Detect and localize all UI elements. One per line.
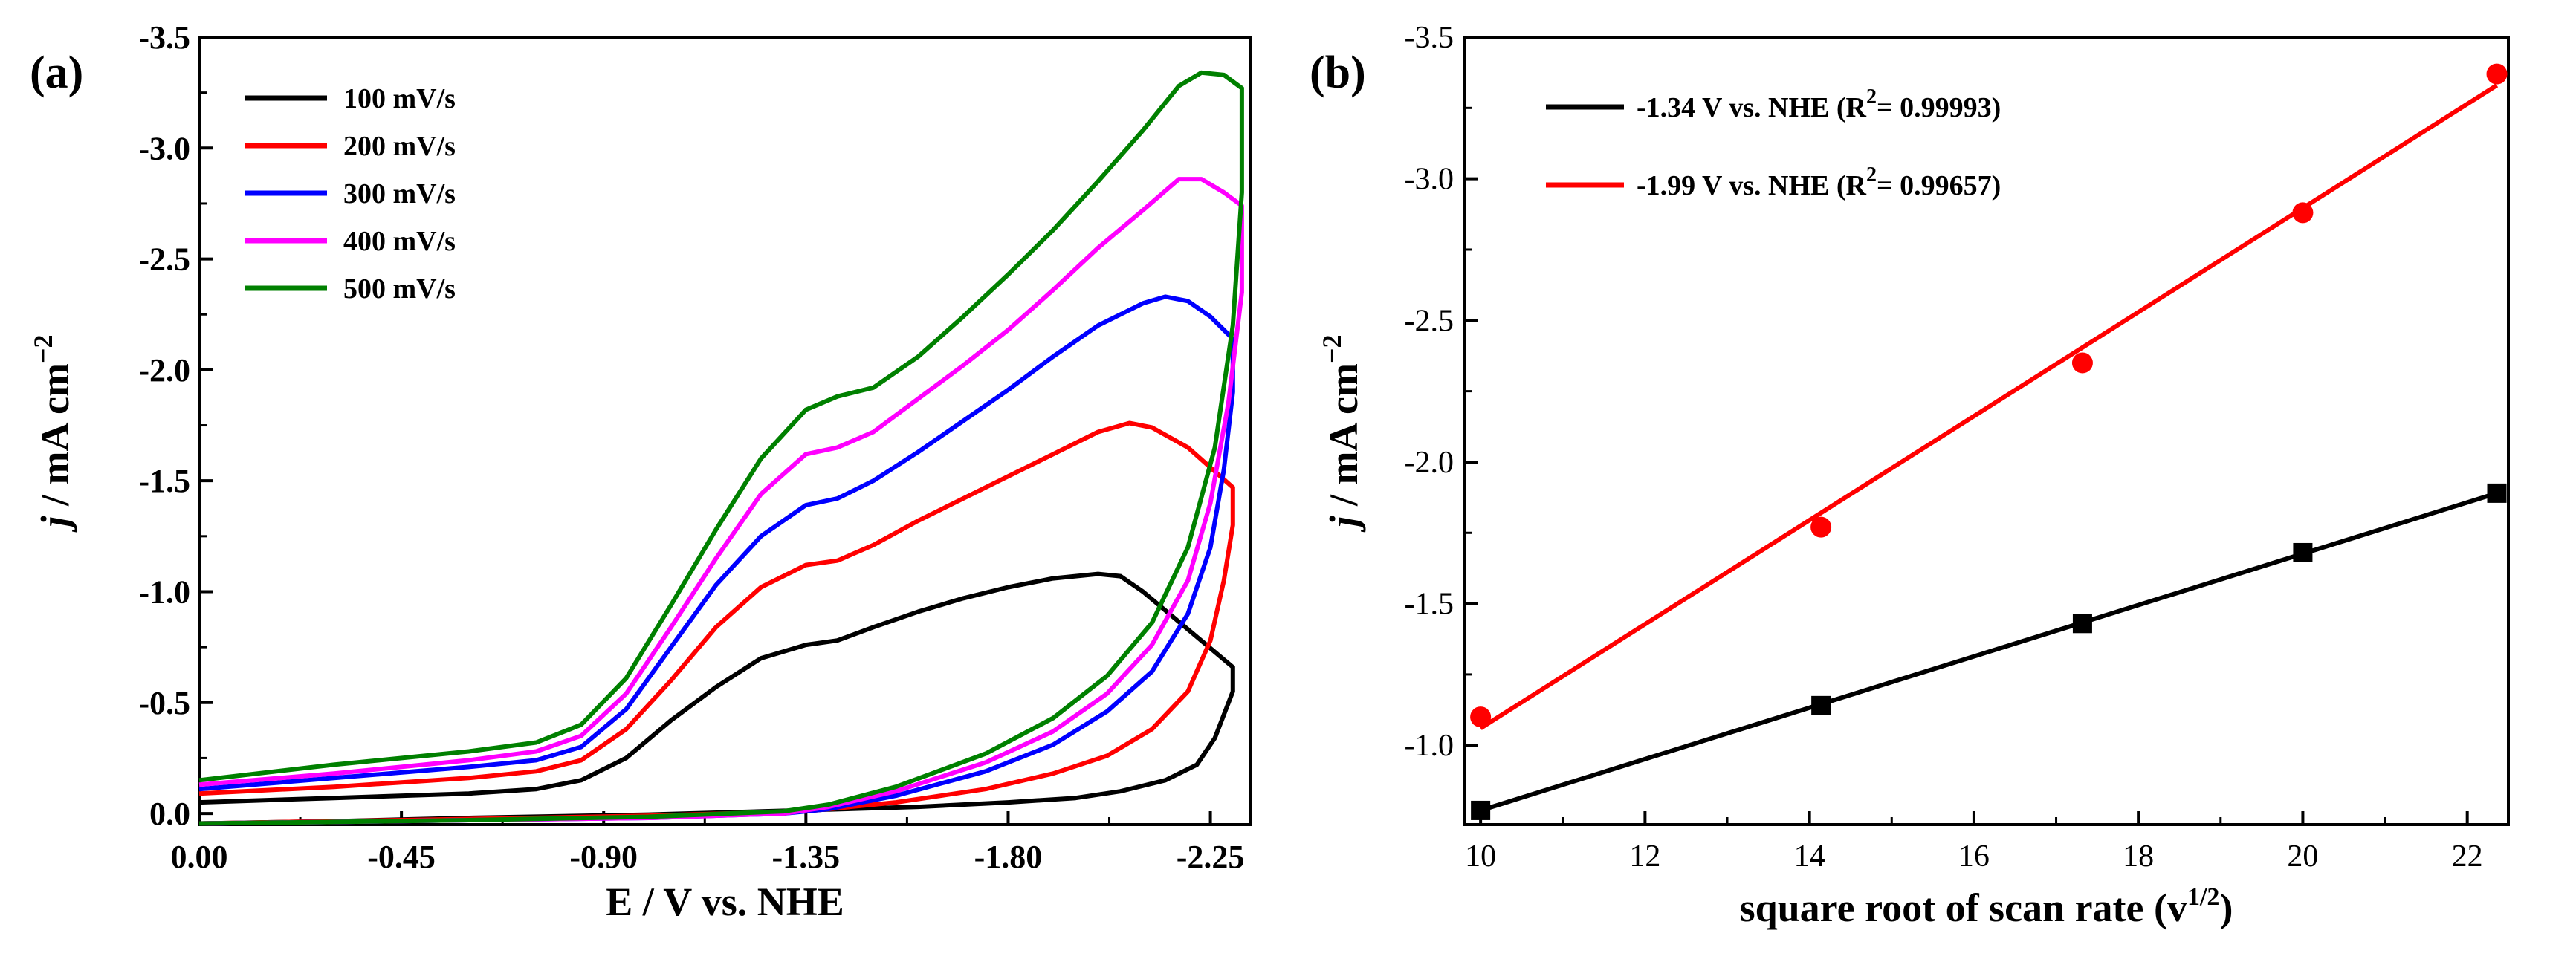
data-point-square-b xyxy=(1811,695,1831,715)
data-point-circle-b xyxy=(2486,63,2508,85)
x-tick-label-a: -1.35 xyxy=(772,839,841,875)
y-tick-label-a: 0.0 xyxy=(149,796,190,832)
legend-label-b-text: -1.34 V vs. NHE (R xyxy=(1637,92,1867,123)
y-tick-label-b: -2.0 xyxy=(1405,446,1454,480)
data-point-square-b xyxy=(2293,542,2313,562)
plot-frame-b xyxy=(1463,36,2510,826)
cv-curve-200mVs xyxy=(198,420,1235,826)
data-point-circle-b xyxy=(1470,706,1492,728)
y-tick-label-a: -3.5 xyxy=(138,19,190,56)
cv-curve-300mVs xyxy=(198,294,1235,826)
y-tick-label-a: -2.0 xyxy=(138,352,190,389)
data-point-square-b xyxy=(2487,483,2507,503)
x-tick-label-a: -0.45 xyxy=(367,839,436,875)
x-axis-title-b-sup: 1/2 xyxy=(2187,883,2219,911)
legend-label-a: 400 mV/s xyxy=(343,226,456,257)
fit-line-b-0 xyxy=(1480,491,2498,813)
y-axis-title-b-symbol: j xyxy=(1321,515,1366,533)
x-tick-label-b: 14 xyxy=(1794,839,1825,874)
legend-label-a: 500 mV/s xyxy=(343,273,456,305)
y-tick-label-a: -1.0 xyxy=(138,573,190,610)
legend-label-a: 300 mV/s xyxy=(343,178,456,209)
x-tick-label-a: 0.00 xyxy=(171,839,228,875)
legend-label-b-value: = 0.99657) xyxy=(1877,170,2001,201)
panel-label-a: (a) xyxy=(30,48,83,98)
panel-a-cyclic-voltammetry: 0.00 -0.45 -0.90 -1.35 -1.80 -2.25 0.0 -0.5 -1.0… xyxy=(28,19,1252,924)
y-axis-title-a-unit: / mA cm xyxy=(33,363,77,516)
plot-frame-a xyxy=(198,36,1252,826)
data-point-circle-b xyxy=(2071,352,2093,374)
y-axis-title-b: j / mA cm−2 xyxy=(1317,335,1366,533)
legend-label-b: -1.99 V vs. NHE (R2= 0.99657) xyxy=(1637,163,2001,201)
legend-label-a: 100 mV/s xyxy=(343,83,456,114)
cv-curve-400mVs xyxy=(198,177,1244,826)
data-point-square-b xyxy=(2072,614,2092,634)
y-tick-label-b: -1.0 xyxy=(1405,729,1454,763)
y-tick-label-b: -2.5 xyxy=(1405,304,1454,338)
x-axis-title-a: E / V vs. NHE xyxy=(606,880,844,924)
x-tick-label-b: 20 xyxy=(2287,839,2318,874)
y-tick-label-b: -3.0 xyxy=(1405,163,1454,197)
legend-label-b-text: -1.99 V vs. NHE (R xyxy=(1637,170,1867,201)
x-tick-label-b: 22 xyxy=(2452,839,2483,874)
x-tick-label-b: 18 xyxy=(2123,839,2154,874)
x-tick-label-a: -2.25 xyxy=(1177,839,1245,875)
x-axis-title-b-text: square root of scan rate (v xyxy=(1740,885,2187,930)
x-tick-label-a: -1.80 xyxy=(974,839,1043,875)
y-tick-label-a: -3.0 xyxy=(138,130,190,166)
legend-label-b-value: = 0.99993) xyxy=(1877,92,2001,123)
x-axis-title-b: square root of scan rate (v1/2) xyxy=(1740,883,2233,930)
x-tick-label-b: 10 xyxy=(1465,839,1496,874)
y-axis-title-b-unit: / mA cm xyxy=(1321,363,1366,516)
x-tick-label-b: 16 xyxy=(1958,839,1990,874)
data-point-circle-b xyxy=(2292,202,2314,224)
cv-curve-500mVs xyxy=(198,70,1244,826)
y-tick-label-b: -1.5 xyxy=(1405,588,1454,622)
x-tick-label-b: 12 xyxy=(1629,839,1660,874)
y-tick-label-a: -0.5 xyxy=(138,685,190,721)
y-tick-label-a: -1.5 xyxy=(138,463,190,499)
panel-b-scan-rate-plot: 10 12 14 16 18 20 22-1.0-1.5-2.0-2.5-3.0-3.5-1… xyxy=(1310,21,2510,930)
legend-label-b-sup: 2 xyxy=(1866,85,1877,108)
legend-label-b-sup: 2 xyxy=(1866,163,1877,186)
y-axis-title-a-symbol: j xyxy=(33,515,77,533)
x-tick-label-a: -0.90 xyxy=(569,839,638,875)
x-axis-title-b-close: ) xyxy=(2219,885,2233,930)
y-tick-label-b: -3.5 xyxy=(1405,21,1454,55)
data-point-circle-b xyxy=(1810,516,1832,538)
fit-line-b-1 xyxy=(1479,83,2499,730)
y-axis-title-a: j / mA cm−2 xyxy=(28,335,77,533)
panel-label-b: (b) xyxy=(1310,48,1366,98)
legend-label-b: -1.34 V vs. NHE (R2= 0.99993) xyxy=(1637,85,2001,123)
data-point-square-b xyxy=(1471,800,1491,820)
legend-label-a: 200 mV/s xyxy=(343,131,456,162)
y-tick-label-a: -2.5 xyxy=(138,241,190,278)
y-axis-title-b-exponent: −2 xyxy=(1317,335,1347,364)
cv-curve-100mVs xyxy=(198,571,1235,826)
y-axis-title-a-exponent: −2 xyxy=(28,335,58,364)
